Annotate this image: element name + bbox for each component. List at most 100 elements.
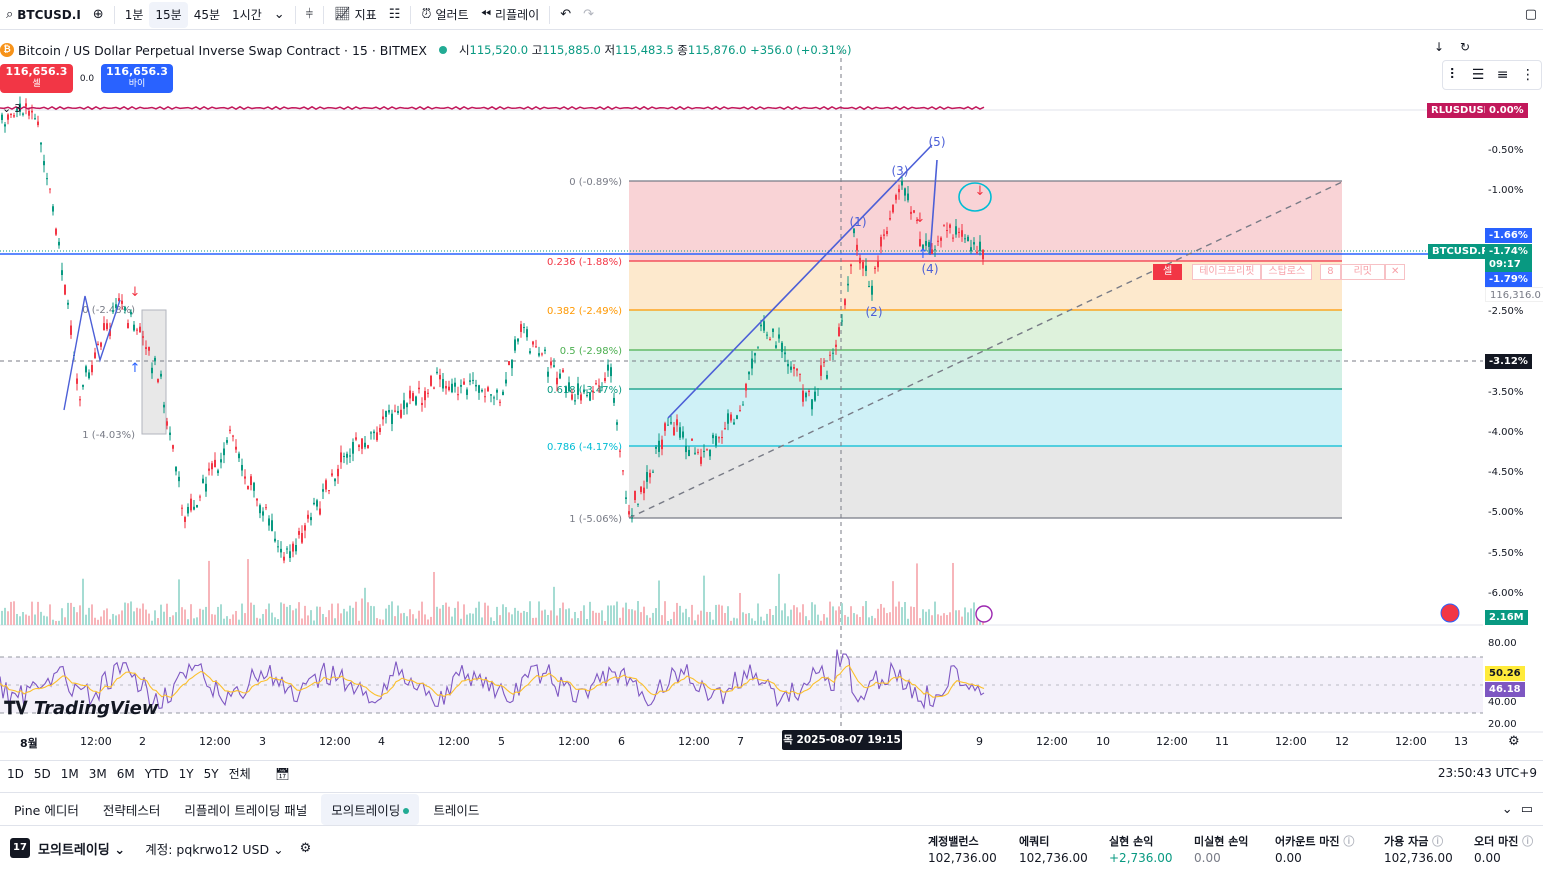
volume-bar — [790, 609, 792, 625]
volume-bar — [301, 618, 303, 625]
volume-bar — [106, 608, 108, 625]
buy-button[interactable]: 116,656.3 바이 — [101, 64, 173, 93]
price-chart[interactable]: 0 (-0.89%) 0.236 (-1.88%) 0.382 (-2.49%) 0.… — [0, 30, 1543, 790]
settings-icon[interactable]: ⚙ — [299, 840, 312, 856]
replay-button[interactable]: ⏪︎ 리플레이 — [475, 2, 546, 28]
range-1d[interactable]: 1D — [7, 766, 24, 781]
stop-loss-button[interactable]: 스탑로스 — [1261, 264, 1313, 280]
undo-button[interactable]: ↶ — [554, 2, 577, 28]
candle — [679, 427, 681, 438]
candle — [124, 307, 126, 311]
candle — [199, 496, 201, 498]
range-6m[interactable]: 6M — [116, 766, 135, 781]
fib-level-label: 0 (-0.89%) — [569, 177, 622, 188]
interval-1h[interactable]: 1시간 — [232, 8, 262, 22]
volume-bar — [745, 613, 747, 625]
volume-bar — [223, 618, 225, 625]
volume-bar — [592, 610, 594, 625]
candle — [178, 476, 180, 482]
volume-bar — [241, 603, 243, 625]
list-icon[interactable]: ☰ — [1471, 67, 1485, 83]
symbol-title[interactable]: Bitcoin / US Dollar Perpetual Inverse Sw… — [18, 42, 427, 58]
more-icon[interactable]: ⋮ — [1520, 67, 1535, 83]
time-axis[interactable]: 8월 12:00 2 12:00 3 12:00 4 12:00 5 12:00 6 12:00 7 9 1… — [0, 732, 1543, 752]
order-side[interactable]: 셀 — [1153, 264, 1183, 280]
symbol-search[interactable]: ⌕ BTCUSD.I — [0, 2, 87, 28]
tab-paper-trading[interactable]: 모의트레이딩 — [321, 793, 420, 825]
volume-bar — [973, 602, 975, 625]
pane-collapse[interactable]: ⌄ 3 — [2, 102, 21, 115]
candle — [442, 379, 444, 389]
volume-bar — [919, 618, 921, 625]
tab-pine-editor[interactable]: Pine 에디터 — [14, 802, 79, 818]
range-1y[interactable]: 1Y — [178, 766, 194, 781]
maximize-icon[interactable]: ▭ — [1520, 801, 1533, 817]
layers-icon[interactable]: ≡ — [1496, 67, 1509, 83]
scroll-down-button[interactable]: ↓ — [1434, 40, 1445, 54]
close-icon[interactable]: ✕ — [1385, 264, 1406, 280]
volume-bar — [427, 619, 429, 625]
candle — [145, 347, 147, 349]
volume-bar — [433, 571, 435, 625]
interval-1m[interactable]: 1분 — [124, 8, 144, 22]
candle — [181, 507, 183, 509]
volume-bar — [772, 614, 774, 625]
volume-bar — [97, 619, 99, 625]
fib-retracement[interactable]: 0 (-0.89%) 0.236 (-1.88%) 0.382 (-2.49%) 0.… — [82, 177, 1342, 525]
account-selector[interactable]: 계정: pqkrwo12 USD ⌄ — [145, 841, 284, 857]
volume-bar — [220, 604, 222, 625]
interval-dropdown[interactable]: ⌄ — [268, 2, 291, 28]
compare-button[interactable]: ⊕ — [87, 2, 110, 28]
minimize-icon[interactable]: ⌄ — [1501, 801, 1513, 817]
indicators-button[interactable]: 📈︎ 지표 — [328, 2, 383, 28]
candle — [121, 300, 123, 304]
range-5d[interactable]: 5D — [33, 766, 51, 781]
volume-bar — [457, 601, 459, 625]
range-ytd[interactable]: YTD — [144, 766, 169, 781]
tab-replay-panel[interactable]: 리플레이 트레이딩 패널 — [184, 802, 308, 818]
tab-trade[interactable]: 트레이드 — [433, 802, 480, 818]
drag-handle-icon[interactable]: ⠇ — [1449, 67, 1460, 83]
chart-type-button[interactable]: ⫩ — [300, 2, 319, 28]
fullscreen-button[interactable]: ▢ — [1519, 2, 1543, 28]
candle — [697, 451, 699, 453]
take-profit-button[interactable]: 테이크프리핏 — [1192, 264, 1262, 280]
range-5y[interactable]: 5Y — [203, 766, 219, 781]
volume-bar — [961, 616, 963, 625]
sell-button[interactable]: 116,656.3 셀 — [0, 64, 73, 93]
order-qty[interactable]: 8 — [1320, 264, 1341, 280]
interval-15m[interactable]: 15분 — [149, 1, 188, 28]
volume-bar — [454, 607, 456, 625]
candle — [379, 427, 381, 433]
clock[interactable]: 23:50:43 UTC+9 — [1437, 766, 1537, 780]
order-line[interactable]: 셀 테이크프리핏 스탑로스 8 리밋 ✕ — [1153, 264, 1406, 280]
templates-button[interactable]: ☷ — [383, 2, 407, 28]
volume-bar — [883, 607, 885, 625]
volume-bar — [478, 601, 480, 625]
redo-button[interactable]: ↷ — [577, 2, 600, 28]
alerts-button[interactable]: ⏰︎ 얼러트 — [415, 2, 474, 28]
tab-strategy-tester[interactable]: 전략테스터 — [102, 802, 161, 818]
candle — [307, 514, 309, 519]
range-all[interactable]: 전체 — [228, 767, 251, 781]
volume-bar — [496, 606, 498, 625]
candle — [340, 452, 342, 463]
broker-selector[interactable]: 모의트레이딩 ⌄ — [38, 842, 126, 858]
candle — [475, 384, 477, 387]
volume-bar — [487, 605, 489, 625]
candle — [715, 435, 717, 446]
range-1m[interactable]: 1M — [60, 766, 79, 781]
sync-icon[interactable]: ↻ — [1460, 40, 1471, 54]
range-3m[interactable]: 3M — [88, 766, 107, 781]
volume-bar — [388, 604, 390, 625]
drawings[interactable]: (1) (2) (3) (4) (5) ↓ ↓ ↓ ↑ ↑ — [0, 105, 1460, 623]
volume-bar — [271, 612, 273, 625]
volume-bar — [847, 616, 849, 625]
candle — [496, 389, 498, 393]
interval-45m[interactable]: 45분 — [193, 8, 221, 22]
calendar-icon[interactable]: 📅︎ — [274, 766, 290, 781]
volume-bar — [898, 601, 900, 625]
settings-icon[interactable]: ⚙ — [1508, 734, 1520, 749]
volume-bar — [346, 611, 348, 625]
candle — [295, 545, 297, 552]
